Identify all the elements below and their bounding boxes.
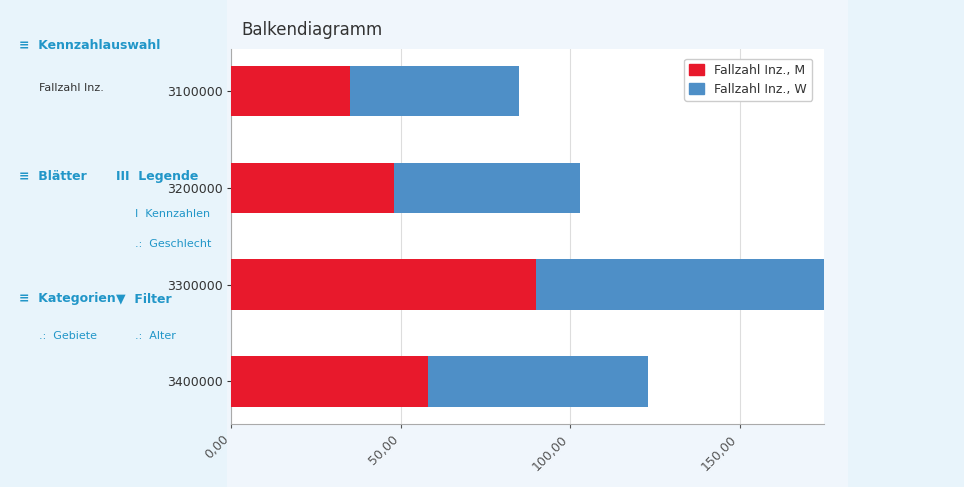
Legend: Fallzahl Inz., M, Fallzahl Inz., W: Fallzahl Inz., M, Fallzahl Inz., W — [684, 59, 812, 101]
Bar — [231, 163, 394, 213]
Text: ≡  Kategorien: ≡ Kategorien — [19, 292, 116, 305]
Bar — [350, 66, 520, 116]
Bar — [394, 163, 580, 213]
Text: Balkendiagramm: Balkendiagramm — [241, 21, 383, 39]
Text: .:  Geschlecht: .: Geschlecht — [135, 239, 211, 249]
Text: Fallzahl Inz.: Fallzahl Inz. — [39, 83, 103, 93]
Bar — [231, 260, 536, 310]
Bar — [428, 356, 648, 407]
Text: I  Kennzahlen: I Kennzahlen — [135, 209, 210, 220]
Bar — [231, 356, 428, 407]
Text: ▼  Filter: ▼ Filter — [116, 292, 172, 305]
Bar — [231, 66, 350, 116]
Bar — [536, 260, 824, 310]
Text: ≡  Kennzahlauswahl: ≡ Kennzahlauswahl — [19, 39, 161, 52]
Text: .:  Alter: .: Alter — [135, 331, 175, 341]
Text: III  Legende: III Legende — [116, 170, 198, 184]
Text: .:  Gebiete: .: Gebiete — [39, 331, 96, 341]
Text: ≡  Blätter: ≡ Blätter — [19, 170, 87, 184]
